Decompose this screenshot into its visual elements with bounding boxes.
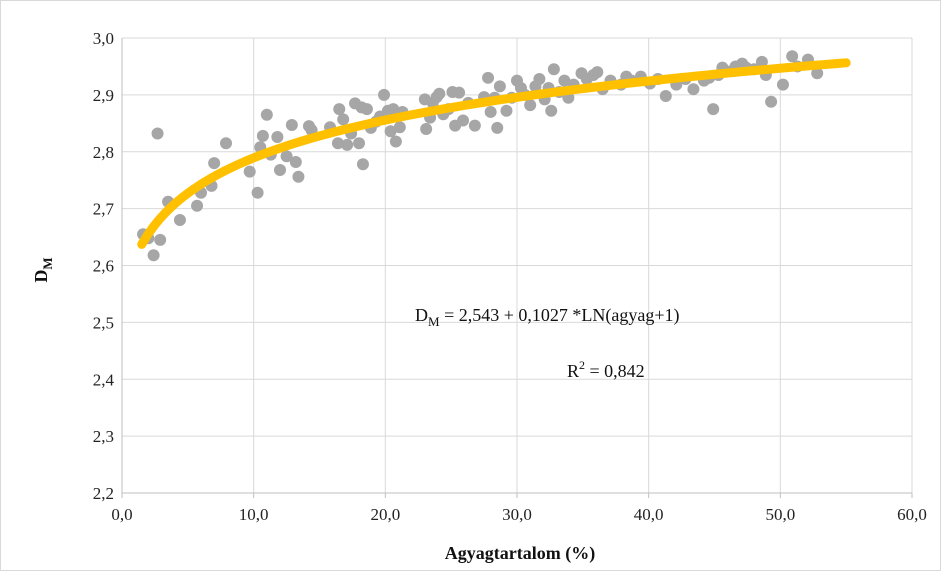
data-point (289, 155, 302, 168)
data-point (208, 157, 221, 170)
data-point (786, 50, 799, 63)
r2-sup: 2 (579, 358, 585, 372)
x-tick-label: 40,0 (634, 505, 664, 524)
data-point (378, 88, 391, 101)
data-point (191, 199, 204, 212)
data-point (389, 135, 402, 148)
data-point (220, 137, 233, 150)
y-tick-label: 2,2 (93, 484, 114, 503)
equation-main: D (415, 305, 428, 325)
trendline-group (137, 58, 851, 249)
equation-annotation: DM = 2,543 + 0,1027 *LN(agyag+1) (415, 305, 679, 329)
data-point (457, 114, 470, 127)
data-point (659, 90, 672, 103)
data-point (468, 119, 481, 132)
equation-rest: = 2,543 + 0,1027 *LN(agyag+1) (440, 305, 680, 326)
data-point (500, 104, 513, 117)
data-point (687, 83, 700, 96)
equation-sub: M (428, 314, 440, 329)
y-tick-labels: 2,2 2,3 2,4 2,5 2,6 2,7 2,8 2,9 3,0 (93, 29, 115, 503)
x-tick-label: 0,0 (111, 505, 132, 524)
y-axis-title-sub: M (40, 257, 55, 269)
data-point (482, 71, 495, 84)
data-point (491, 121, 504, 134)
y-axis-title: DM (31, 257, 55, 282)
r2-main: R (567, 361, 579, 381)
data-point (147, 249, 160, 262)
data-point (173, 214, 186, 226)
data-point (387, 103, 400, 116)
data-point (420, 123, 433, 135)
axes (121, 38, 913, 498)
data-point (547, 63, 560, 76)
data-point (707, 103, 720, 116)
data-point (533, 72, 546, 85)
y-tick-label: 2,8 (93, 143, 114, 162)
data-point (337, 113, 350, 126)
x-tick-labels: 0,0 10,0 20,0 30,0 40,0 50,0 60,0 (111, 505, 927, 524)
data-point (384, 125, 397, 138)
x-tick-label: 20,0 (370, 505, 400, 524)
data-point (484, 105, 497, 118)
data-point (151, 127, 164, 140)
data-point (274, 163, 286, 176)
data-point (341, 138, 354, 151)
data-point (292, 170, 305, 183)
data-point (755, 55, 768, 68)
y-tick-label: 2,4 (93, 370, 115, 389)
data-point (776, 78, 789, 91)
gridlines (122, 37, 913, 493)
data-point (285, 119, 298, 132)
data-point (333, 103, 346, 116)
data-point (545, 104, 558, 117)
x-tick-label: 60,0 (897, 505, 927, 524)
y-tick-label: 2,7 (93, 200, 115, 219)
data-point (271, 130, 284, 143)
data-point (433, 87, 446, 100)
data-point (591, 66, 604, 79)
data-point (360, 103, 373, 116)
y-axis-title-main: D (31, 270, 51, 283)
r-squared-annotation: R2 = 0,842 (567, 358, 645, 381)
data-point (811, 67, 824, 80)
data-point (353, 137, 365, 150)
y-tick-label: 2,5 (93, 313, 114, 332)
data-point (558, 74, 571, 87)
y-tick-label: 2,6 (93, 257, 114, 276)
data-point (393, 121, 406, 134)
data-point (331, 137, 344, 150)
data-point (280, 150, 293, 163)
y-tick-label: 2,3 (93, 427, 114, 446)
r2-rest: = 0,842 (585, 361, 645, 381)
data-point (243, 165, 256, 178)
log-trendline (137, 58, 851, 249)
y-tick-label: 3,0 (93, 29, 114, 48)
x-tick-label: 50,0 (765, 505, 795, 524)
x-tick-label: 10,0 (239, 505, 269, 524)
x-axis-title: Agyagtartalom (%) (445, 543, 595, 564)
y-tick-label: 2,9 (93, 86, 114, 105)
data-point (453, 86, 466, 99)
data-point (765, 95, 778, 108)
data-point (256, 129, 269, 142)
data-point (154, 233, 167, 246)
data-point (251, 186, 264, 199)
data-point (524, 99, 537, 112)
data-point (356, 158, 369, 171)
data-point (493, 80, 506, 93)
x-tick-label: 30,0 (502, 505, 532, 524)
data-point (260, 108, 273, 121)
